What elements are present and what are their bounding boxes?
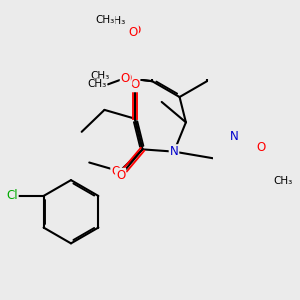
Text: O: O	[121, 71, 130, 85]
Text: CH₃: CH₃	[274, 176, 293, 186]
Text: O: O	[116, 169, 125, 182]
Text: CH₃: CH₃	[106, 16, 125, 26]
Text: O: O	[122, 71, 131, 85]
Text: O: O	[111, 165, 121, 178]
Text: Cl: Cl	[6, 189, 18, 203]
Text: N: N	[230, 130, 239, 143]
Text: CH₃: CH₃	[87, 80, 106, 89]
Text: CH₃: CH₃	[90, 71, 109, 82]
Text: N: N	[169, 145, 178, 158]
Text: O: O	[129, 26, 138, 39]
Text: O: O	[257, 141, 266, 154]
Text: O: O	[130, 78, 140, 91]
Text: CH₃: CH₃	[95, 14, 114, 25]
Text: O: O	[132, 24, 141, 37]
